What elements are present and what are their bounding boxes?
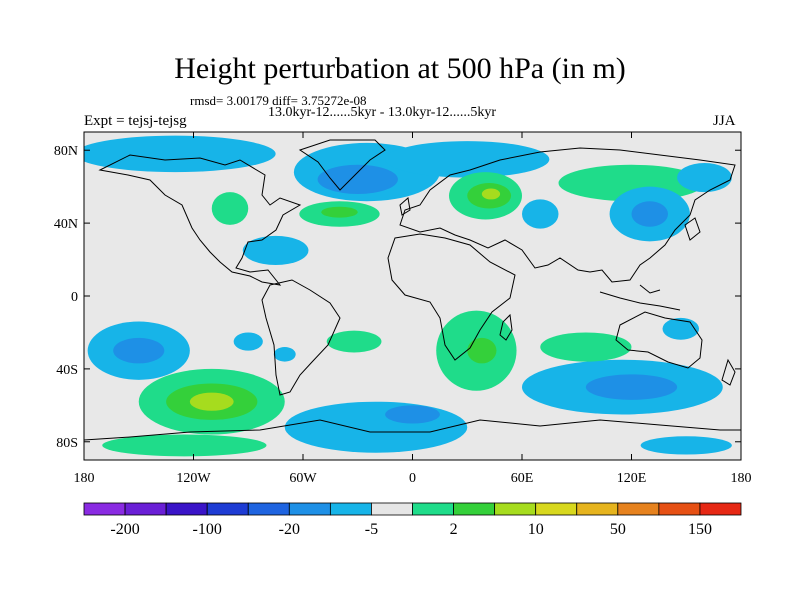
experiment-label: Expt = tejsj-tejsg	[84, 113, 187, 129]
colorbar-label: 50	[610, 521, 626, 538]
contour-region	[522, 199, 559, 229]
contour-region	[585, 374, 678, 400]
contour-region	[467, 337, 497, 364]
contour-region	[321, 206, 358, 218]
colorbar-swatch	[206, 502, 249, 516]
contour-region	[385, 405, 440, 424]
coast-eurasia	[399, 147, 736, 283]
lon-tick-label: 0	[409, 471, 416, 486]
coast-indonesia	[599, 284, 681, 311]
contour-region	[284, 401, 468, 453]
lat-tick-label: 40N	[54, 217, 78, 232]
coast-north-america	[98, 154, 302, 286]
axis-ticks: 80N 40N 0 40S 80S 180 120W 60W 0 60E 120E 180	[54, 132, 752, 486]
contour-region	[84, 135, 276, 173]
period-text: 13.0kyr-12......5kyr - 13.0kyr-12......5…	[268, 105, 497, 120]
contour-region	[102, 434, 267, 457]
lon-tick-label: 60W	[289, 471, 317, 486]
colorbar-swatch	[699, 502, 742, 516]
colorbar-label: 10	[528, 521, 544, 538]
plot-title: Height perturbation at 500 hPa (in m)	[174, 52, 626, 85]
contour-region	[233, 332, 263, 351]
colorbar-label: -100	[193, 521, 222, 538]
contour-region	[242, 235, 309, 266]
contour-region	[326, 330, 382, 353]
contour-region	[631, 201, 668, 227]
colorbar-swatch	[247, 502, 290, 516]
coast-british-isles	[399, 197, 411, 216]
coast-antarctica	[84, 419, 741, 441]
colorbar-swatch	[494, 502, 537, 516]
contour-region	[273, 347, 296, 362]
lat-tick-label: 0	[71, 290, 78, 305]
colorbar-swatch	[535, 502, 578, 516]
coast-africa	[387, 233, 516, 361]
season-label: JJA	[713, 113, 736, 129]
lat-tick-label: 80N	[54, 144, 78, 159]
stats-text: rmsd= 3.00179 diff= 3.75272e-08	[190, 93, 367, 108]
coast-new-zealand	[721, 358, 736, 386]
colorbar-label: -5	[365, 521, 378, 538]
lon-tick-label: 120W	[176, 471, 211, 486]
colorbar-swatch	[288, 502, 331, 516]
colorbar-swatch	[124, 502, 167, 516]
coast-australia	[615, 311, 703, 369]
colorbar-swatch	[576, 502, 619, 516]
colorbar-swatch	[83, 502, 126, 516]
contour-region	[662, 317, 700, 340]
colorbar-swatch	[453, 502, 496, 516]
lon-tick-label: 120E	[617, 471, 647, 486]
contour-region	[640, 436, 732, 455]
lat-tick-label: 80S	[56, 436, 78, 451]
contour-region	[113, 337, 165, 364]
colorbar-label: 2	[450, 521, 458, 538]
contour-region	[481, 188, 501, 200]
colorbar-swatch	[371, 502, 413, 516]
contour-region	[540, 332, 632, 362]
colorbar: -200 -100 -20 -5 2 10 50 150	[83, 502, 742, 538]
colorbar-swatch	[412, 502, 454, 516]
contour-region	[189, 392, 234, 411]
lat-tick-label: 40S	[56, 363, 78, 378]
contour-region	[677, 162, 732, 193]
coast-madagascar	[499, 313, 513, 341]
lon-tick-label: 60E	[511, 471, 534, 486]
coast-south-america	[261, 279, 341, 396]
colorbar-swatch	[165, 502, 208, 516]
coast-japan	[684, 217, 701, 241]
colorbar-label: -20	[279, 521, 300, 538]
coastlines	[84, 139, 741, 441]
colorbar-swatch	[617, 502, 660, 516]
contour-region	[385, 141, 550, 178]
colorbar-label: 150	[688, 521, 712, 538]
colorbar-label: -200	[110, 521, 139, 538]
colorbar-swatch	[329, 502, 372, 516]
coast-greenland	[298, 139, 386, 191]
contour-fields	[84, 135, 732, 457]
contour-region	[317, 164, 398, 194]
contour-region	[211, 192, 249, 225]
colorbar-swatch	[658, 502, 701, 516]
lon-tick-label: 180	[74, 471, 95, 486]
lon-tick-label: 180	[731, 471, 752, 486]
